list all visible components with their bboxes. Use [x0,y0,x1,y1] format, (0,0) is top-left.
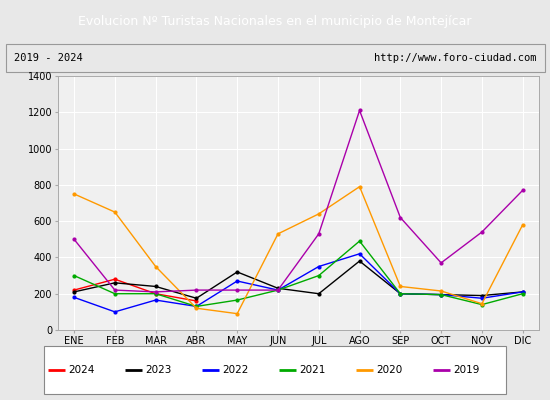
2023 [274,286,281,291]
2021 [397,291,404,296]
Text: http://www.foro-ciudad.com: http://www.foro-ciudad.com [374,53,536,63]
2022 [112,310,118,314]
2021 [193,304,200,309]
2023 [478,293,485,298]
2022 [316,264,322,269]
2022 [478,296,485,301]
Line: 2022: 2022 [73,252,524,313]
2019 [112,288,118,292]
2021 [519,291,526,296]
2023 [193,296,200,301]
2019 [397,215,404,220]
2023 [71,290,78,294]
2023 [519,290,526,294]
2019 [274,288,281,292]
Text: 2020: 2020 [376,365,402,375]
Text: 2023: 2023 [145,365,171,375]
Line: 2019: 2019 [73,109,524,293]
2023 [356,259,363,264]
2019 [356,108,363,113]
2023 [112,280,118,285]
2023 [316,291,322,296]
2022 [234,279,240,284]
2019 [234,288,240,292]
2021 [152,291,159,296]
2022 [519,290,526,294]
2022 [274,288,281,292]
2019 [478,230,485,234]
2019 [152,290,159,294]
Bar [6,44,544,72]
2020 [234,311,240,316]
2022 [438,292,444,297]
2022 [152,298,159,302]
2021 [478,302,485,307]
2021 [112,291,118,296]
Text: 2019 - 2024: 2019 - 2024 [14,53,82,63]
Line: 2023: 2023 [73,260,524,300]
Line: 2021: 2021 [73,240,524,308]
2020 [193,306,200,311]
2021 [234,298,240,302]
2020 [478,301,485,306]
Line: 2020: 2020 [73,185,524,315]
2019 [71,237,78,242]
2020 [152,264,159,269]
2023 [397,291,404,296]
2021 [274,288,281,292]
2020 [519,222,526,227]
2024 [193,298,200,303]
2021 [438,292,444,297]
2020 [316,212,322,216]
2020 [112,210,118,214]
Text: 2019: 2019 [453,365,479,375]
Text: 2024: 2024 [68,365,94,375]
2021 [356,239,363,244]
2020 [438,288,444,293]
2021 [71,273,78,278]
2022 [71,295,78,300]
2020 [397,284,404,289]
2019 [438,260,444,265]
2023 [234,270,240,274]
Line: 2024: 2024 [73,278,198,302]
Text: 2022: 2022 [222,365,248,375]
2021 [316,273,322,278]
Text: 2021: 2021 [299,365,325,375]
Text: Evolucion Nº Turistas Nacionales en el municipio de Montejícar: Evolucion Nº Turistas Nacionales en el m… [78,14,472,28]
2022 [356,252,363,256]
2020 [274,232,281,236]
2023 [438,292,444,297]
2019 [519,188,526,193]
2019 [316,232,322,236]
2024 [71,288,78,292]
2020 [356,184,363,189]
2022 [397,291,404,296]
2024 [112,277,118,282]
2023 [152,284,159,289]
2024 [152,291,159,296]
2022 [193,304,200,309]
2020 [71,192,78,196]
2019 [193,288,200,292]
